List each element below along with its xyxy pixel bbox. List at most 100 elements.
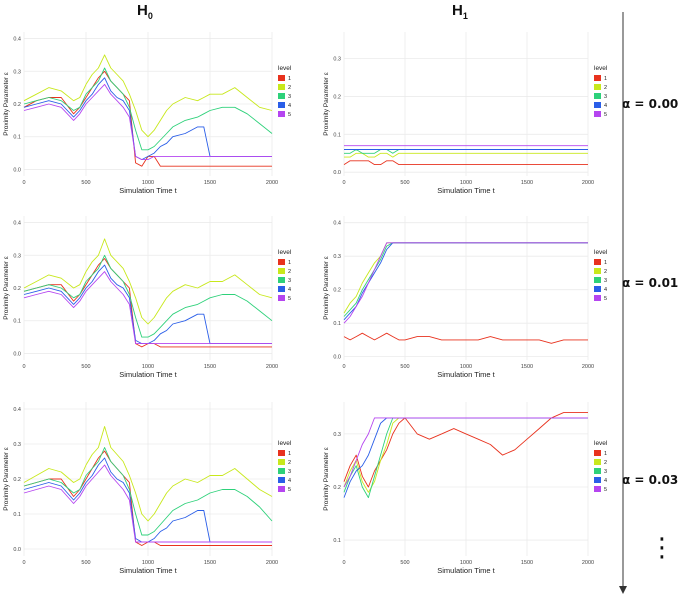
legend-swatch-level-1 (278, 259, 285, 265)
y-tick-label: 0.0 (333, 355, 341, 361)
y-tick-label: 0.0 (13, 351, 21, 357)
x-tick-label: 1500 (521, 180, 533, 186)
y-tick-label: 0.3 (13, 442, 21, 448)
chart-h1-alpha-0-01: 0 500 1000 1500 2000 0.0 0.1 0.2 0.3 0.4 Simulatio… (323, 216, 608, 379)
legend-label-level-4: 4 (604, 478, 607, 484)
series-line-level-3 (23, 67, 273, 151)
y-tick-label: 0.3 (13, 253, 21, 259)
chart-h0-alpha-0-00: 0 500 1000 1500 2000 0.0 0.1 0.2 0.3 0.4 Simulatio… (3, 32, 292, 195)
y-tick-label: 0.1 (13, 319, 21, 325)
y-axis-label: Proximity Parameter ε (323, 256, 330, 320)
legend-label-level-5: 5 (288, 487, 291, 493)
legend-label-level-3: 3 (604, 278, 607, 284)
x-tick-label: 0 (22, 364, 25, 370)
legend-label-level-4: 4 (604, 287, 607, 293)
chart-h0-alpha-0-03: 0 500 1000 1500 2000 0.0 0.1 0.2 0.3 0.4 Simulatio… (3, 402, 292, 575)
x-tick-label: 0 (342, 364, 345, 370)
legend-swatch-level-4 (594, 102, 601, 108)
series-line-level-5 (23, 271, 272, 345)
x-tick-label: 1000 (460, 180, 472, 186)
y-axis-label: Proximity Parameter ε (3, 447, 10, 511)
legend-swatch-level-3 (594, 277, 601, 283)
legend-swatch-level-2 (594, 84, 601, 90)
legend-label-level-4: 4 (288, 103, 291, 109)
y-tick-label: 0.1 (333, 132, 341, 138)
legend-swatch-level-2 (278, 84, 285, 90)
y-tick-label: 0.3 (13, 69, 21, 75)
x-tick-label: 1000 (142, 180, 154, 186)
legend-swatch-level-2 (594, 459, 601, 465)
series-line-level-2 (23, 238, 273, 325)
series-line-level-5 (343, 242, 588, 324)
legend-swatch-level-1 (594, 450, 601, 456)
y-tick-label: 0.2 (333, 94, 341, 100)
y-tick-label: 0.0 (13, 547, 21, 553)
x-tick-label: 1500 (204, 364, 216, 370)
legend-title: level (278, 65, 292, 72)
legend-swatch-level-4 (594, 477, 601, 483)
x-tick-label: 1500 (204, 180, 216, 186)
series-line-level-1 (23, 258, 272, 348)
legend-label-level-5: 5 (288, 296, 291, 302)
legend-swatch-level-4 (278, 102, 285, 108)
legend-label-level-4: 4 (604, 103, 607, 109)
y-tick-label: 0.3 (333, 432, 341, 438)
column-title-h1: H1 (452, 2, 468, 21)
continuation-dots: ⋮ (649, 533, 675, 563)
legend-label-level-3: 3 (288, 94, 291, 100)
legend-swatch-level-2 (278, 268, 285, 274)
y-tick-label: 0.2 (333, 485, 341, 491)
legend-label-level-2: 2 (288, 460, 291, 466)
legend-swatch-level-4 (278, 286, 285, 292)
x-tick-label: 1500 (521, 364, 533, 370)
legend-swatch-level-5 (594, 486, 601, 492)
x-axis-label: Simulation Time t (119, 566, 177, 575)
legend-swatch-level-3 (278, 277, 285, 283)
legend-swatch-level-1 (278, 75, 285, 81)
legend-label-level-1: 1 (288, 260, 291, 266)
series-line-level-3 (23, 254, 273, 338)
series-line-level-1 (23, 70, 272, 167)
legend-title: level (594, 440, 608, 447)
y-axis-label: Proximity Parameter ε (323, 447, 330, 511)
y-tick-label: 0.4 (333, 221, 341, 227)
legend-label-level-4: 4 (288, 287, 291, 293)
x-axis-label: Simulation Time t (119, 370, 177, 379)
legend-swatch-level-1 (278, 450, 285, 456)
chart-h1-alpha-0-00: 0 500 1000 1500 2000 0.0 0.1 0.2 0.3 Simulation T… (323, 32, 608, 195)
series-line-level-2 (23, 426, 273, 522)
legend-swatch-level-4 (278, 477, 285, 483)
series-line-level-3 (23, 447, 273, 536)
x-tick-label: 1000 (142, 560, 154, 566)
legend-label-level-3: 3 (604, 469, 607, 475)
legend-label-level-3: 3 (288, 469, 291, 475)
y-tick-label: 0.3 (333, 57, 341, 63)
y-axis-label: Proximity Parameter ε (3, 256, 10, 320)
legend-swatch-level-5 (278, 486, 285, 492)
legend-label-level-1: 1 (604, 451, 607, 457)
legend-label-level-5: 5 (288, 112, 291, 118)
legend-swatch-level-3 (278, 468, 285, 474)
series-line-level-5 (23, 464, 272, 543)
y-tick-label: 0.1 (333, 538, 341, 544)
y-tick-label: 0.0 (333, 170, 341, 176)
legend-label-level-1: 1 (604, 76, 607, 82)
x-axis-label: Simulation Time t (119, 186, 177, 195)
series-line-level-5 (343, 417, 588, 488)
x-tick-label: 2000 (582, 364, 594, 370)
y-tick-label: 0.3 (333, 254, 341, 260)
legend-label-level-3: 3 (288, 278, 291, 284)
y-tick-label: 0.1 (13, 135, 21, 141)
legend-swatch-level-5 (278, 295, 285, 301)
x-tick-label: 1500 (521, 560, 533, 566)
y-tick-label: 0.0 (13, 167, 21, 173)
legend-label-level-2: 2 (604, 460, 607, 466)
legend-swatch-level-2 (278, 459, 285, 465)
series-line-level-1 (343, 412, 588, 488)
y-tick-label: 0.4 (13, 407, 21, 413)
series-line-level-5 (23, 83, 272, 161)
legend-label-level-1: 1 (288, 76, 291, 82)
x-tick-label: 0 (22, 180, 25, 186)
legend-label-level-1: 1 (604, 260, 607, 266)
